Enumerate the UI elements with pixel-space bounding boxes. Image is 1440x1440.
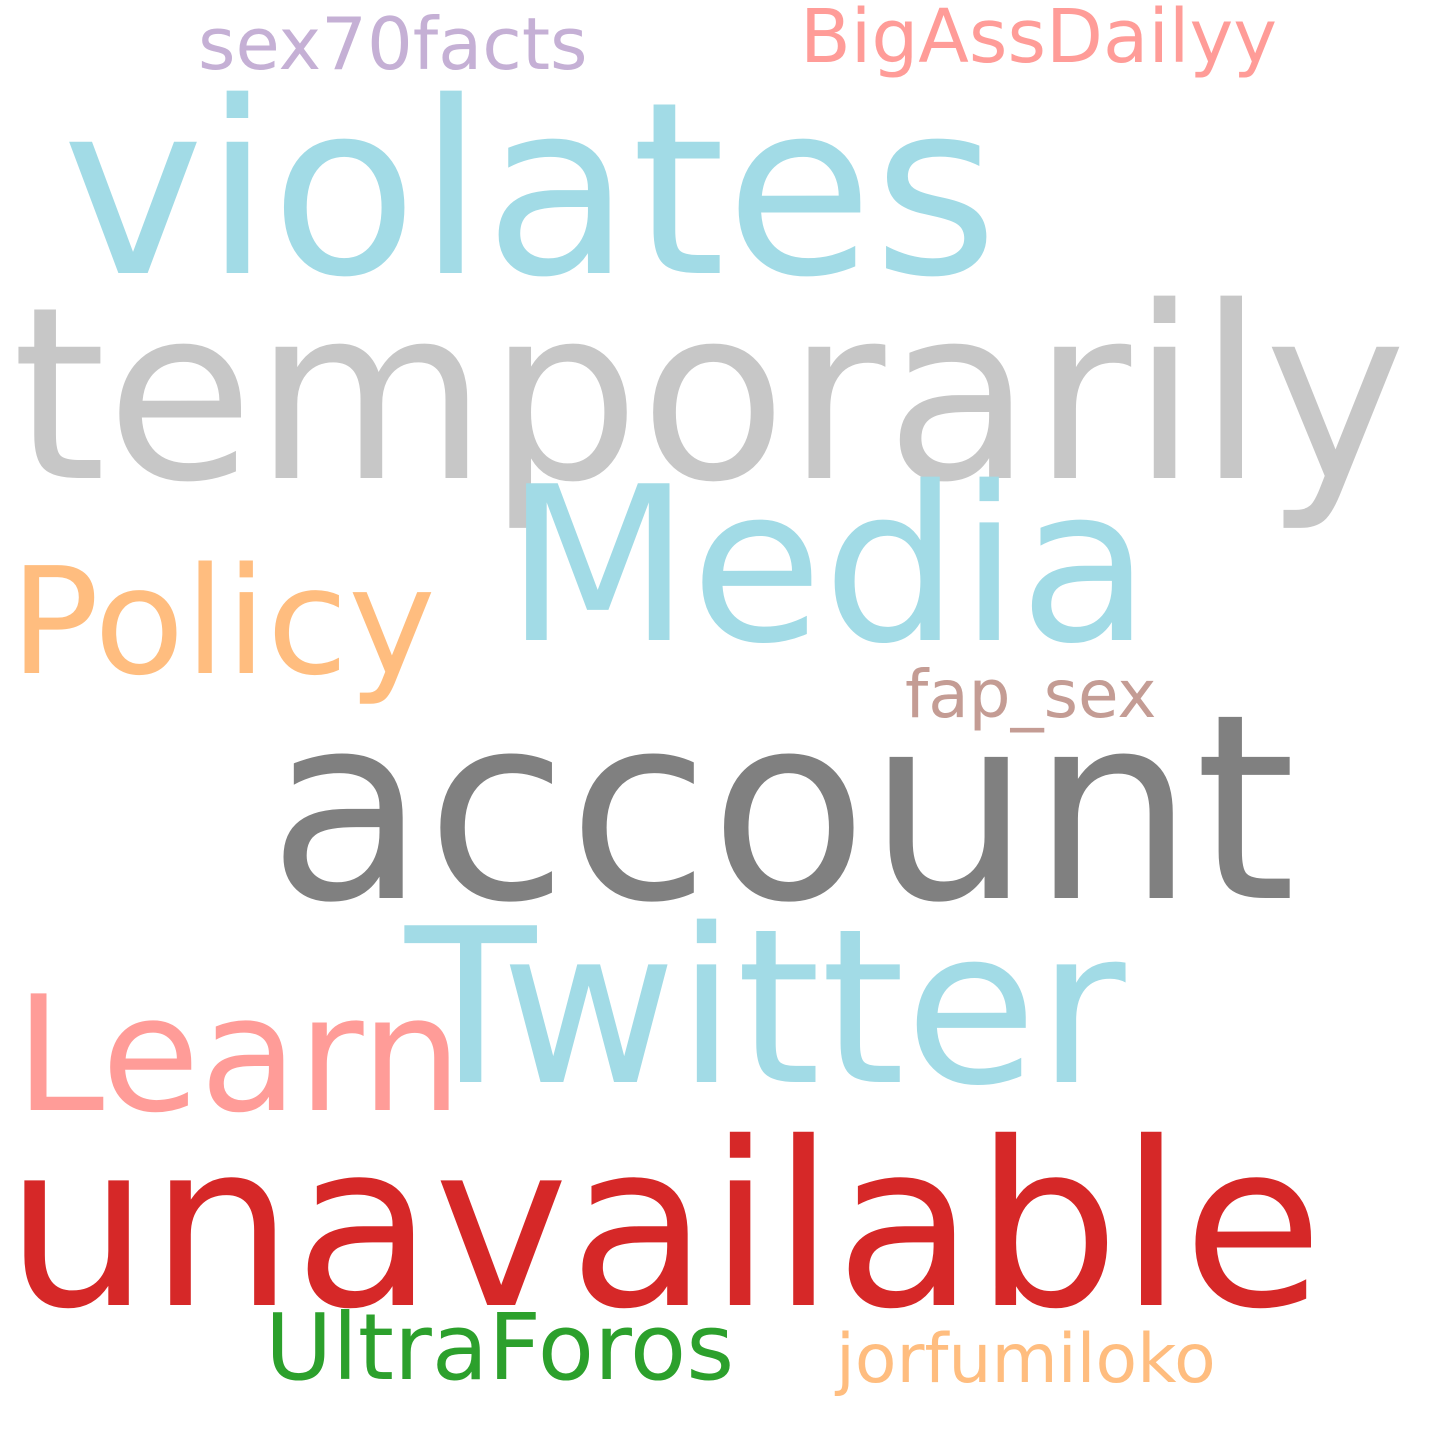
word-account: account	[268, 659, 1296, 959]
word-fap-sex: fap_sex	[905, 656, 1157, 733]
word-ultraforos: UltraForos	[265, 1294, 735, 1401]
word-bigassdailyy: BigAssDailyy	[800, 0, 1278, 80]
word-learn: Learn	[15, 961, 463, 1148]
word-policy: Policy	[10, 536, 436, 708]
word-jorfumiloko: jorfumiloko	[836, 1320, 1216, 1399]
word-temporarily: temporarily	[12, 255, 1407, 535]
word-twitter: Twitter	[405, 882, 1126, 1133]
word-unavailable: unavailable	[5, 1093, 1324, 1359]
word-sex70facts: sex70facts	[198, 2, 588, 86]
word-violates: violates	[62, 50, 999, 330]
word-media: Media	[505, 440, 1151, 691]
